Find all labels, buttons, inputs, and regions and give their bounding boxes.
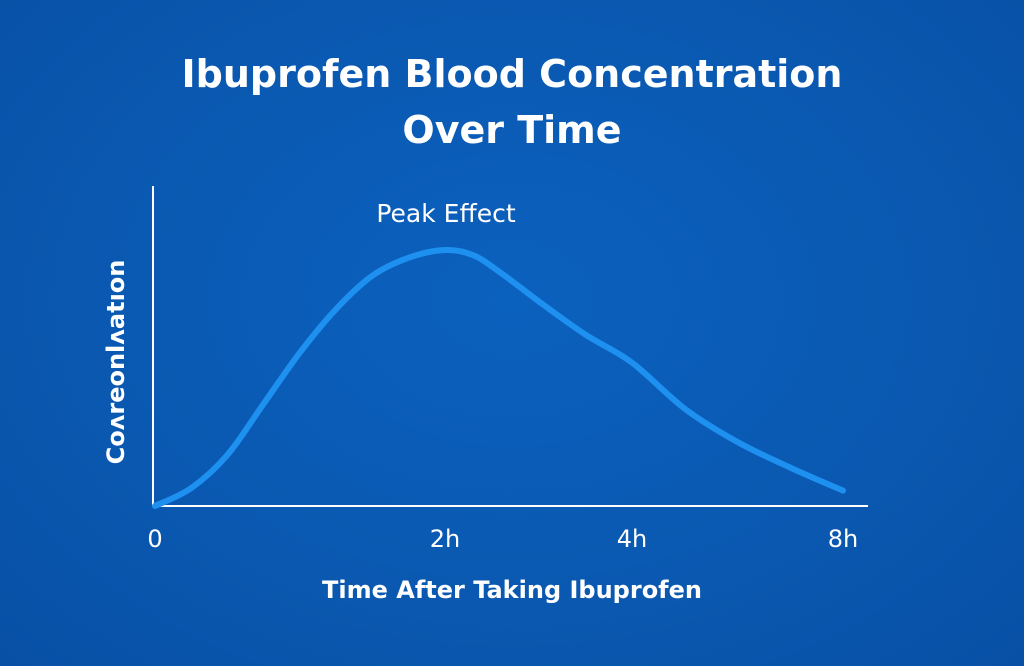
chart-title-line-2: Over Time — [402, 108, 622, 152]
x-tick-label: 8h — [828, 525, 858, 553]
peak-effect-annotation: Peak Effect — [376, 199, 515, 228]
chart-title-line-1: Ibuprofen Blood Concentration — [181, 52, 843, 96]
x-tick-label: 2h — [430, 525, 460, 553]
y-axis-title: Coʌreonlʌatıon — [102, 260, 130, 465]
concentration-curve — [152, 246, 846, 509]
x-tick-label: 0 — [147, 525, 162, 553]
x-axis-title: Time After Taking Ibuprofen — [322, 576, 702, 604]
x-tick-label: 4h — [617, 525, 647, 553]
